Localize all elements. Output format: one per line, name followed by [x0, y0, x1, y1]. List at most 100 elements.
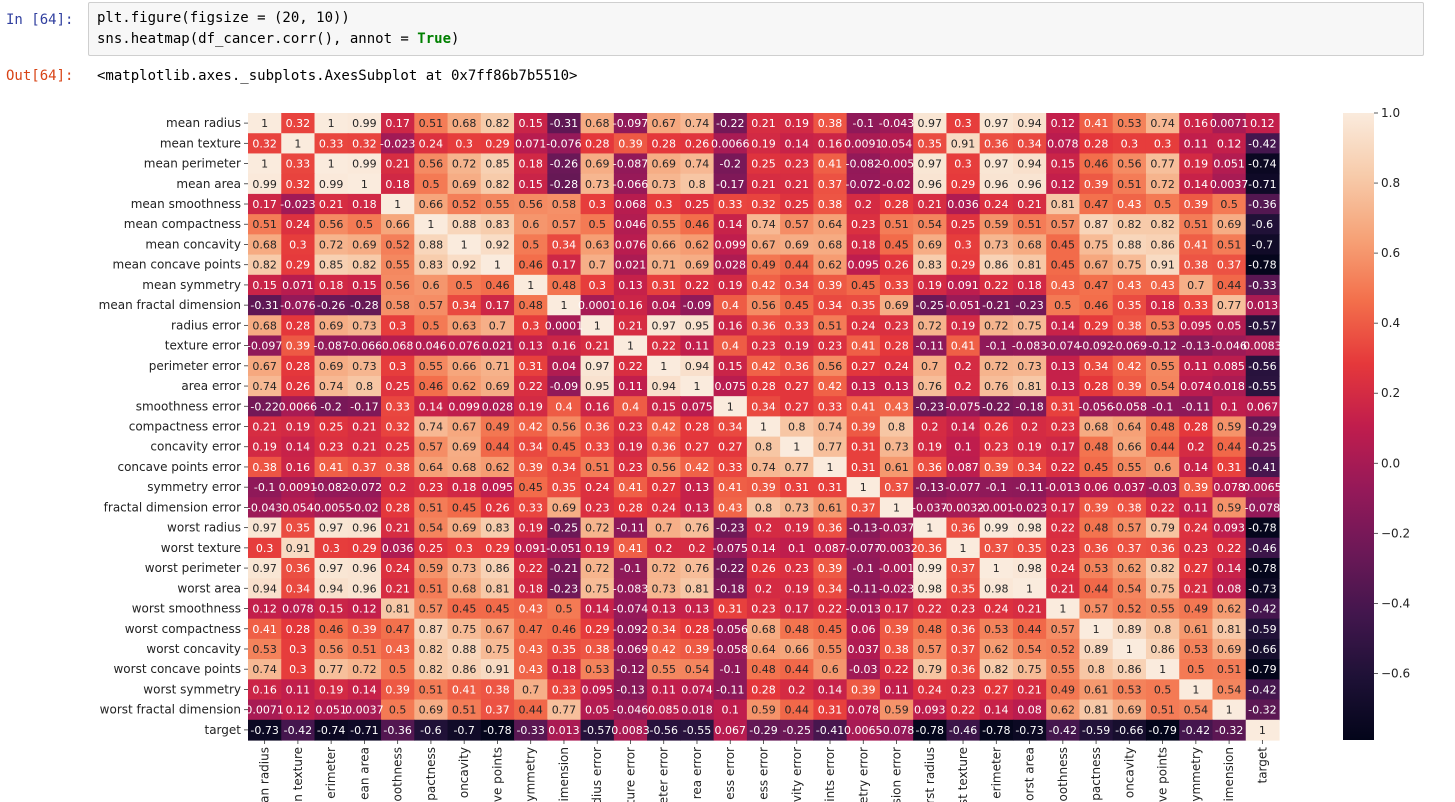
cell-annotation: 0.54	[1117, 582, 1142, 595]
x-tick-label: erimeter	[989, 747, 1003, 799]
cell-annotation: -0.1	[986, 340, 1007, 353]
cell-annotation: 0.41	[319, 461, 344, 474]
heatmap-cell	[1245, 274, 1280, 296]
heatmap-cell	[780, 699, 814, 721]
cell-annotation: 0.83	[918, 259, 943, 272]
cell-annotation: 0.23	[618, 421, 643, 434]
cell-annotation: 0.08	[1017, 704, 1042, 717]
cell-annotation: 0.5	[389, 663, 407, 676]
heatmap-cell	[680, 517, 715, 539]
heatmap-cell	[613, 335, 648, 357]
cell-annotation: 0.17	[385, 117, 410, 130]
cell-annotation: 0.43	[1117, 279, 1142, 292]
heatmap-cell	[979, 537, 1014, 559]
cell-annotation: 0.3	[289, 238, 307, 251]
heatmap-cell	[314, 173, 349, 195]
cell-annotation: 0.44	[1150, 441, 1175, 454]
heatmap-cell	[314, 254, 349, 276]
cell-annotation: 0.46	[1084, 158, 1109, 171]
cell-annotation: 0.48	[785, 623, 810, 636]
cell-annotation: 0.095	[1180, 319, 1212, 332]
cell-annotation: 0.23	[951, 603, 976, 616]
cell-annotation: 0.3	[1154, 137, 1172, 150]
cell-annotation: -0.66	[1115, 724, 1143, 737]
cell-annotation: 0.59	[1217, 421, 1242, 434]
cell-annotation: 0.62	[1117, 562, 1142, 575]
cell-annotation: 0.57	[552, 218, 577, 231]
cell-annotation: 0.74	[419, 421, 444, 434]
cell-annotation: 1	[827, 461, 834, 474]
heatmap-cell	[1046, 396, 1081, 417]
heatmap-cell	[1212, 113, 1247, 134]
heatmap-cell	[813, 295, 848, 316]
cell-annotation: 0.5	[422, 178, 440, 191]
cell-annotation: 0.5	[522, 238, 540, 251]
cell-annotation: 0.57	[1051, 218, 1076, 231]
heatmap-cell	[1245, 659, 1280, 680]
code-keyword-true: True	[417, 31, 452, 47]
cell-annotation: 0.73	[651, 582, 676, 595]
code-cell[interactable]: plt.figure(figsize = (20, 10)) sns.heatm…	[88, 2, 1424, 56]
heatmap-cell	[913, 254, 948, 276]
heatmap-cell	[1179, 355, 1214, 377]
cell-annotation: 0.21	[1017, 603, 1042, 616]
heatmap-cell	[1179, 557, 1214, 579]
cell-annotation: 1	[727, 400, 734, 413]
y-tick-label: radius error	[171, 318, 241, 332]
heatmap-cell	[1245, 214, 1280, 235]
cell-annotation: 0.72	[984, 319, 1009, 332]
heatmap-cell	[746, 719, 781, 741]
heatmap-cell	[580, 173, 615, 195]
heatmap-cell	[713, 153, 748, 175]
cell-annotation: 0.27	[718, 441, 743, 454]
x-tick-label: oncavity	[1122, 747, 1136, 798]
heatmap-cell	[347, 537, 382, 559]
heatmap-cell	[1212, 719, 1247, 741]
heatmap-cell	[1212, 598, 1247, 620]
heatmap-cell	[713, 659, 748, 680]
heatmap-cell	[347, 234, 382, 256]
cell-annotation: 0.55	[485, 198, 510, 211]
heatmap-cell	[281, 153, 316, 175]
cell-annotation: 0.15	[518, 117, 543, 130]
cell-annotation: 0.29	[352, 542, 377, 555]
heatmap-cell	[547, 659, 582, 680]
heatmap-cell	[647, 699, 681, 721]
heatmap-cell	[1012, 638, 1047, 660]
y-tick-label: worst symmetry	[143, 682, 241, 696]
heatmap-cell	[713, 113, 748, 134]
cell-annotation: 0.28	[1084, 137, 1109, 150]
cell-annotation: 0.45	[818, 623, 843, 636]
heatmap-cell	[347, 335, 382, 357]
heatmap-cell	[1245, 396, 1280, 417]
heatmap-cell	[913, 416, 948, 438]
cell-annotation: 0.87	[419, 623, 444, 636]
x-tick-label: oothness	[1056, 747, 1070, 802]
cell-annotation: 0.81	[685, 582, 710, 595]
heatmap-cell	[1079, 638, 1114, 660]
heatmap-cell	[1012, 416, 1047, 438]
heatmap-cell	[281, 295, 316, 316]
cell-annotation: -0.21	[550, 562, 578, 575]
heatmap-cell	[647, 416, 681, 438]
heatmap-cell	[580, 477, 615, 498]
colorbar-tick-label: −0.4	[1381, 596, 1410, 610]
cell-annotation: -0.1	[1152, 400, 1173, 413]
cell-annotation: 0.52	[452, 198, 477, 211]
heatmap-cell	[746, 598, 781, 620]
cell-annotation: 0.2	[954, 360, 972, 373]
cell-annotation: 0.068	[382, 340, 414, 353]
heatmap-cell	[314, 193, 349, 215]
cell-annotation: 0.13	[1051, 380, 1076, 393]
cell-annotation: 0.69	[352, 238, 377, 251]
cell-annotation: 0.8	[356, 380, 374, 393]
cell-annotation: 0.099	[448, 400, 480, 413]
cell-annotation: 0.81	[385, 603, 410, 616]
heatmap-cell	[946, 497, 981, 519]
heatmap-cell	[913, 477, 948, 498]
cell-annotation: -0.02	[882, 178, 910, 191]
cell-annotation: 0.085	[648, 704, 680, 717]
y-tick-label: texture error	[165, 339, 241, 353]
cell-annotation: -0.42	[1049, 724, 1077, 737]
heatmap-cell	[647, 254, 681, 276]
